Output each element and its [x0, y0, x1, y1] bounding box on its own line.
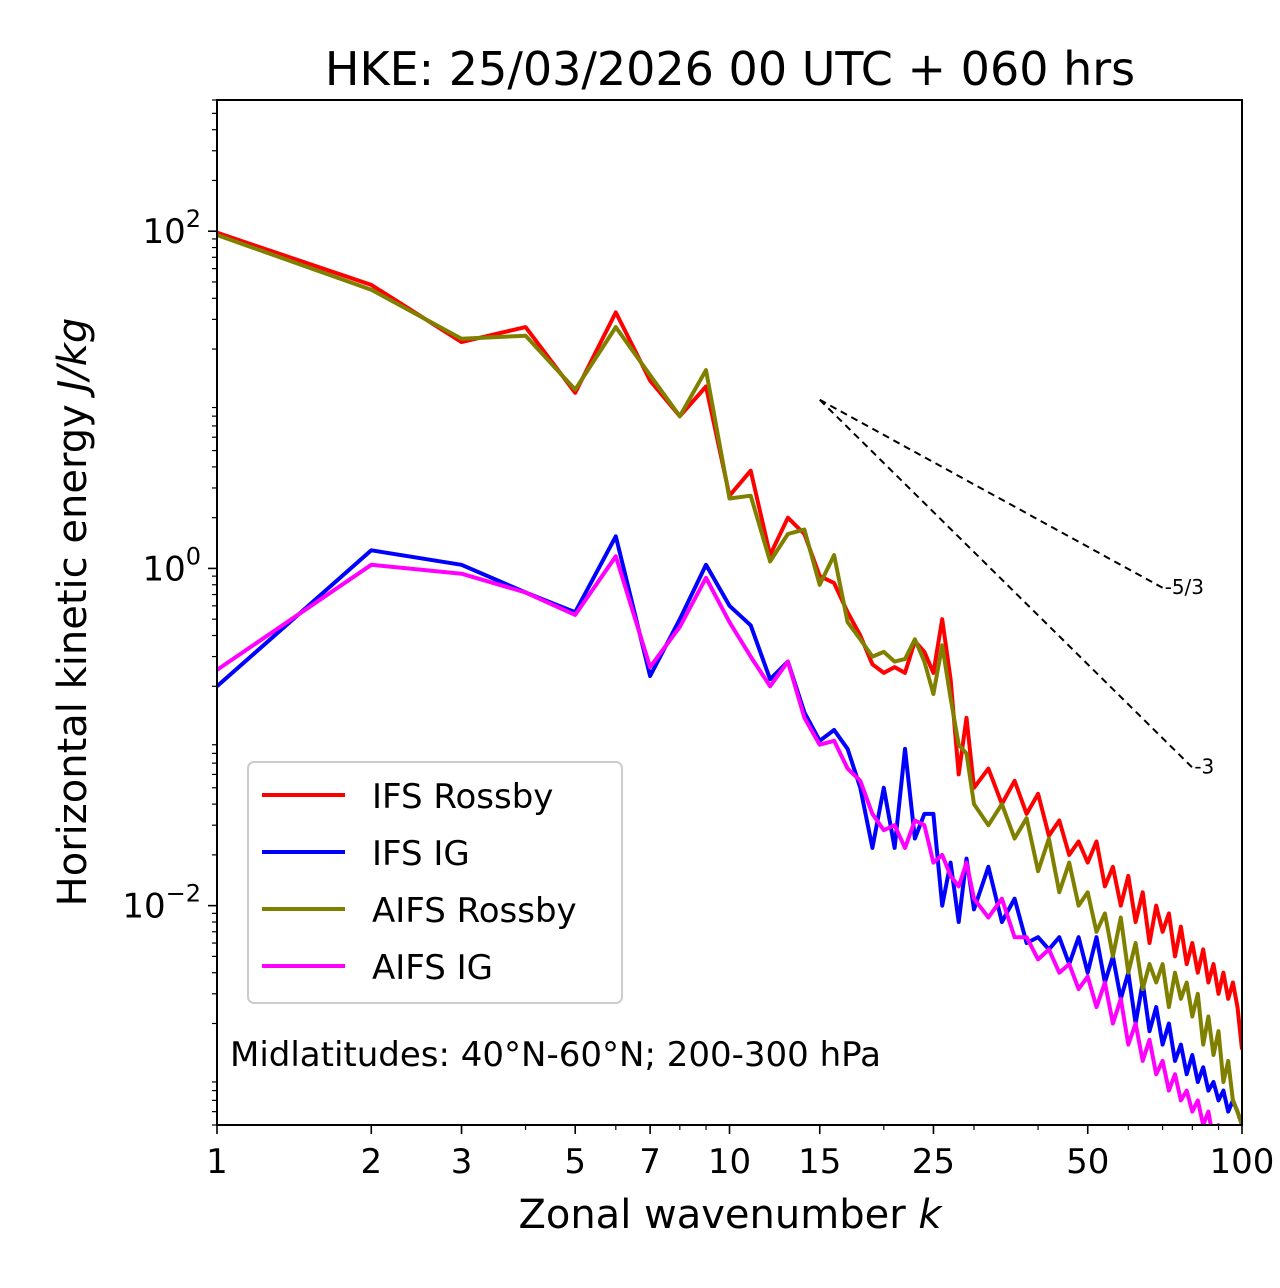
legend-label: IFS Rossby: [372, 777, 553, 817]
series-line: [217, 230, 1242, 1050]
y-tick-label: 102: [142, 205, 201, 252]
x-axis-label-text: Zonal wavenumber: [518, 1192, 906, 1238]
x-tick-label: 5: [564, 1142, 586, 1182]
x-axis-ticks: 1 2 3 5 7 10 15 25 50 100: [206, 1125, 1274, 1182]
series-line: [217, 233, 1242, 1125]
legend-label: AIFS Rossby: [372, 891, 577, 931]
reference-slope-line: [819, 398, 1164, 589]
chart-title: HKE: 25/03/2026 00 UTC + 060 hrs: [325, 42, 1135, 96]
x-tick-label: 3: [451, 1142, 473, 1182]
reference-slope-label: -3: [1194, 755, 1214, 779]
x-tick-label: 100: [1210, 1142, 1275, 1182]
series-line: [217, 554, 1221, 1125]
x-tick-label: 10: [708, 1142, 751, 1182]
x-axis-label: Zonal wavenumber k: [518, 1192, 943, 1238]
y-axis-label-text: Horizontal kinetic energy: [50, 404, 96, 906]
legend-label: AIFS IG: [372, 948, 493, 988]
y-axis-label-units: J/kg: [50, 318, 96, 399]
region-annotation: Midlatitudes: 40°N-60°N; 200-300 hPa: [230, 1035, 881, 1075]
x-tick-label: 2: [360, 1142, 382, 1182]
x-tick-label: 15: [798, 1142, 841, 1182]
reference-slope-labels: -5/3 -3: [1165, 575, 1215, 779]
series-line: [217, 534, 1242, 1125]
reference-slope-label: -5/3: [1165, 575, 1204, 599]
legend-label: IFS IG: [372, 834, 470, 874]
series-lines: [217, 230, 1242, 1125]
x-tick-label: 7: [639, 1142, 661, 1182]
reference-slope-line: [819, 399, 1194, 769]
x-tick-label: 1: [206, 1142, 228, 1182]
legend-items: IFS Rossby IFS IG AIFS Rossby AIFS IG: [262, 777, 577, 988]
y-axis-label: Horizontal kinetic energy J/kg: [50, 318, 96, 907]
y-tick-label: 10−2: [122, 880, 201, 927]
y-axis-ticks: 102 100 10−2: [122, 99, 217, 1126]
reference-slope-lines: [819, 398, 1194, 769]
x-tick-label: 25: [912, 1142, 955, 1182]
plot-frame: [216, 99, 1243, 1126]
x-axis-label-var: k: [918, 1192, 943, 1238]
y-tick-label: 100: [142, 542, 201, 589]
legend: IFS Rossby IFS IG AIFS Rossby AIFS IG: [247, 761, 623, 1004]
legend-box: [247, 761, 623, 1004]
x-tick-label: 50: [1066, 1142, 1109, 1182]
